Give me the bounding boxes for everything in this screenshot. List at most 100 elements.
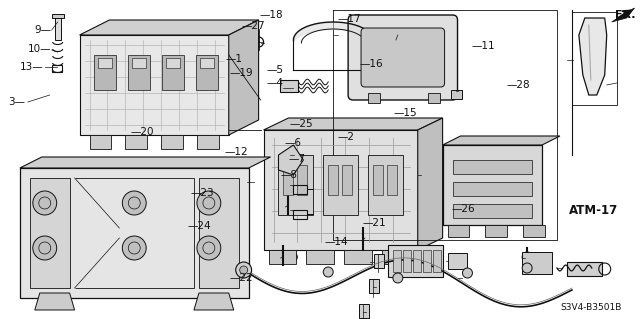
FancyBboxPatch shape (361, 28, 445, 87)
Bar (428, 93, 440, 103)
Text: —17: —17 (337, 14, 361, 24)
Polygon shape (35, 293, 75, 310)
Bar (196, 55, 218, 90)
Bar (342, 165, 352, 195)
Text: —20: —20 (131, 127, 154, 137)
Text: —25: —25 (290, 119, 313, 130)
Bar (485, 225, 508, 237)
Text: 3—: 3— (8, 97, 26, 107)
Bar (344, 250, 372, 264)
Bar (166, 58, 180, 68)
Polygon shape (125, 135, 147, 149)
Text: —11: —11 (471, 41, 495, 51)
Polygon shape (30, 178, 70, 288)
Text: —21: —21 (363, 218, 387, 228)
Text: —28: —28 (506, 79, 530, 90)
Bar (95, 55, 116, 90)
Bar (368, 155, 403, 215)
Polygon shape (579, 18, 607, 95)
Bar (387, 165, 397, 195)
Bar (132, 58, 146, 68)
Polygon shape (90, 135, 111, 149)
Bar (368, 93, 380, 103)
Bar (359, 304, 369, 318)
Text: —27: —27 (242, 20, 266, 31)
Polygon shape (443, 136, 560, 145)
Circle shape (33, 191, 57, 215)
Text: —6: —6 (285, 138, 301, 148)
Polygon shape (228, 20, 259, 135)
Bar (447, 225, 470, 237)
Text: —15: —15 (394, 108, 417, 118)
Bar (284, 165, 293, 195)
Text: —1: —1 (226, 54, 243, 64)
Text: —4: —4 (266, 78, 283, 88)
Text: —5: —5 (266, 64, 283, 75)
Bar (162, 55, 184, 90)
Polygon shape (264, 130, 418, 250)
Bar (523, 225, 545, 237)
Text: —18: —18 (260, 10, 284, 20)
Circle shape (122, 191, 146, 215)
Text: —24: —24 (188, 221, 211, 232)
Polygon shape (199, 178, 239, 288)
Text: —2: —2 (337, 132, 355, 142)
Text: —26: —26 (452, 204, 476, 214)
Polygon shape (79, 35, 228, 135)
Bar (452, 182, 532, 196)
Polygon shape (612, 8, 635, 22)
Text: —8: —8 (280, 170, 297, 180)
Text: —23: —23 (191, 188, 214, 198)
Bar (373, 165, 383, 195)
Bar (433, 250, 440, 272)
Bar (307, 250, 334, 264)
Text: —14: —14 (324, 237, 348, 248)
Bar (522, 252, 552, 274)
Bar (452, 204, 532, 218)
Bar (293, 210, 307, 219)
Bar (54, 18, 61, 40)
Bar (413, 250, 420, 272)
Polygon shape (194, 293, 234, 310)
Polygon shape (197, 135, 219, 149)
Polygon shape (418, 118, 443, 250)
Polygon shape (264, 118, 443, 130)
Bar (388, 245, 443, 277)
Bar (128, 55, 150, 90)
Circle shape (522, 263, 532, 273)
Bar (280, 80, 298, 92)
Bar (323, 155, 358, 215)
Bar (403, 250, 411, 272)
Text: 13—: 13— (20, 62, 44, 72)
Circle shape (463, 268, 472, 278)
Bar (298, 165, 307, 195)
Bar (567, 262, 602, 276)
Text: 10—: 10— (28, 44, 51, 55)
Bar (422, 250, 431, 272)
Bar (452, 160, 532, 174)
Bar (393, 250, 401, 272)
Bar (52, 65, 61, 72)
Text: —7: —7 (289, 154, 305, 165)
Bar (451, 90, 463, 99)
Circle shape (323, 267, 333, 277)
Text: FR.: FR. (614, 10, 635, 20)
Circle shape (236, 262, 252, 278)
Text: —22: —22 (229, 272, 253, 283)
Polygon shape (278, 145, 303, 175)
Polygon shape (20, 168, 249, 298)
Text: —16: —16 (360, 59, 383, 69)
Polygon shape (161, 135, 183, 149)
Bar (369, 279, 379, 293)
Bar (269, 250, 296, 264)
Polygon shape (443, 145, 542, 225)
Circle shape (197, 191, 221, 215)
Bar (447, 253, 467, 269)
Bar (374, 254, 384, 268)
FancyBboxPatch shape (348, 15, 458, 100)
Polygon shape (79, 20, 259, 35)
Text: —12: —12 (224, 147, 248, 158)
Text: ATM-17: ATM-17 (569, 204, 618, 217)
Text: —19: —19 (229, 68, 253, 78)
Circle shape (197, 236, 221, 260)
